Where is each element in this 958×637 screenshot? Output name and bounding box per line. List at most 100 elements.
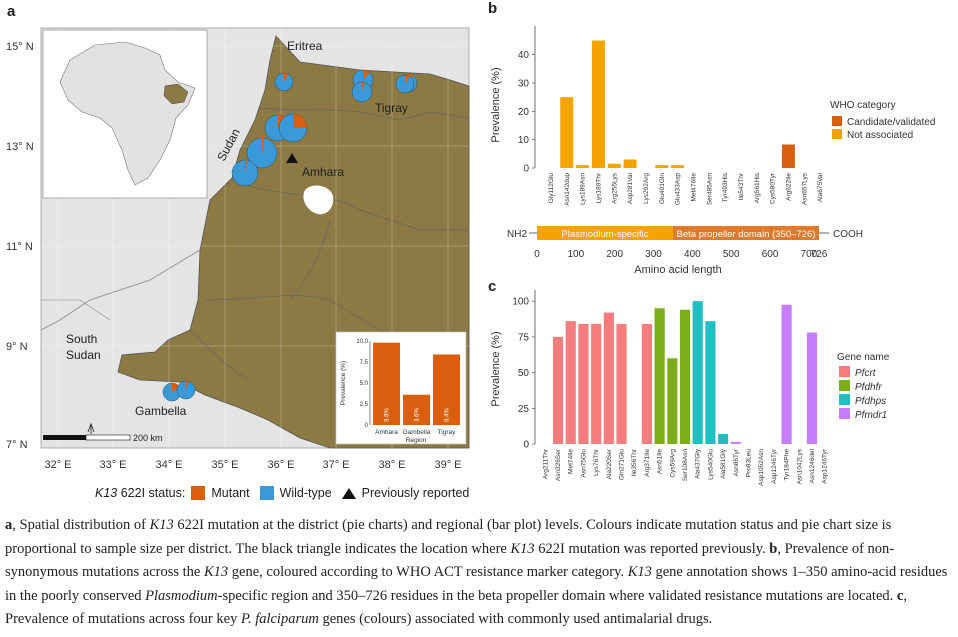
- caption-segment: 622I mutation was reported previously.: [534, 540, 770, 557]
- lon-tick: 33° E: [99, 459, 126, 471]
- lat-tick: 15° N: [6, 41, 34, 53]
- b-legend-label: Candidate/validated: [847, 117, 935, 128]
- place-south-sudan: Sudan: [66, 348, 101, 362]
- lon-tick: 37° E: [322, 459, 349, 471]
- b-xtick-label: Ala675Val: [817, 172, 824, 202]
- mutant-swatch: [191, 486, 206, 500]
- caption-segment: , Spatial distribution of: [12, 517, 150, 533]
- b-bar: [781, 144, 795, 168]
- caption-segment: 622I mutation at the district (pie chart…: [5, 517, 892, 557]
- pie-mutant: [186, 381, 189, 390]
- caption-segment: , Prevalence of non-synonymous mutations…: [5, 540, 895, 581]
- caption-segment: , Prevalence of mutations across four ke…: [5, 587, 907, 628]
- c-xtick-label: Arg371Ile: [644, 449, 651, 477]
- c-ytick-label: 50: [518, 368, 530, 379]
- c-xtick-label: Asn326Ser: [555, 448, 562, 481]
- b-ytick-label: 10: [518, 135, 530, 146]
- scale-bar: [43, 435, 86, 440]
- legend-title: 622I status:: [117, 486, 186, 500]
- place-gambella: Gambella: [135, 404, 187, 418]
- lon-tick: 38° E: [378, 459, 405, 471]
- b-xtick-label: Glu401Gln: [659, 173, 666, 204]
- b-xtick-label: Glu433Asp: [675, 173, 682, 206]
- inset-value-label: 3.6%: [415, 408, 421, 422]
- inset-bar-chart: 0 2.5 5.0 7.5 10.0 Prevalence (%) 9.8% Amhara 3.…: [340, 339, 460, 444]
- b-xtick-label: Lys292Arg: [643, 173, 650, 204]
- b-xtick-label: Ile543Thr: [738, 172, 745, 200]
- inset-bar: [433, 354, 460, 425]
- c-xtick-label: Cys59Arg: [669, 449, 676, 478]
- c-legend-swatch: [839, 394, 850, 405]
- c-bar: [616, 324, 627, 444]
- inset-xtick: Amhara: [375, 429, 398, 436]
- b-xlabel: Amino acid length: [634, 264, 721, 276]
- b-gene-tick: 300: [645, 249, 662, 260]
- b-xtick-label: Asp281Val: [627, 172, 634, 204]
- c-bar: [692, 301, 703, 444]
- c-bar: [667, 358, 678, 444]
- caption-segment: genes (colours) associated with commonly…: [318, 611, 713, 627]
- inset-xlabel: Region: [406, 437, 427, 444]
- place-amhara: Amhara: [302, 165, 344, 179]
- inset-xtick: Tigray: [438, 429, 457, 436]
- lake-tana: [303, 185, 334, 215]
- b-bar: [671, 165, 685, 168]
- inset-ytick: 5.0: [360, 381, 369, 387]
- ethiopia-inset: [163, 83, 189, 105]
- c-xtick-label: Tyr184Phe: [784, 449, 791, 481]
- inset-ytick: 10.0: [356, 339, 368, 345]
- b-bar: [560, 97, 574, 168]
- inset-value-label: 8.4%: [445, 408, 451, 422]
- c-ytick-label: 100: [512, 297, 529, 308]
- b-gene-tick: 0: [534, 249, 540, 260]
- c-bar: [781, 304, 792, 444]
- place-south-sudan: South: [66, 332, 97, 346]
- inset-ylabel: Prevalence (%): [340, 361, 347, 405]
- legend-gene-name: K13: [95, 486, 118, 500]
- inset-ytick: 7.5: [360, 360, 369, 366]
- c-xtick-label: Asp1246Tyr: [822, 448, 829, 484]
- c-xtick-label: Ala437Gly: [695, 448, 702, 479]
- c-legend-title: Gene name: [837, 352, 890, 363]
- b-legend-swatch: [832, 129, 842, 139]
- c-xtick-label: Ala581Gly: [720, 448, 727, 479]
- c-bar: [565, 321, 576, 444]
- caption-segment: -specific region and 350–726 residues in…: [217, 587, 897, 604]
- c-xtick-label: Asn86Tyr: [733, 448, 740, 476]
- b-gene-region2-label: Beta propeller domain (350–726): [677, 229, 816, 240]
- caption-segment: gene, coloured according to WHO ACT resi…: [228, 564, 628, 580]
- b-gene-tick: 600: [762, 249, 779, 260]
- pie-mutant: [172, 383, 180, 392]
- c-legend-swatch: [839, 366, 850, 377]
- ethiopia-map: 15° N 13° N 11° N 9° N 7° N 32° E 33° E …: [6, 27, 470, 471]
- b-ytick-label: 0: [523, 164, 529, 175]
- b-xtick-label: Arg255Lys: [611, 172, 618, 204]
- c-legend-label: Pfdhfr: [855, 382, 882, 393]
- b-xtick-label: Arg622Ile: [785, 173, 792, 201]
- lon-tick: 36° E: [267, 459, 294, 471]
- c-legend-swatch: [839, 408, 850, 419]
- caption-segment: c: [896, 587, 904, 604]
- chart-c: 0 25 50 75 100 Prevalence (%) Arg211Thr Asn326S…: [490, 290, 890, 486]
- c-xtick-label: Met74Ile: [568, 449, 575, 474]
- b-xtick-label: Tyr493His: [722, 172, 729, 202]
- b-gene-region1: [537, 226, 673, 240]
- b-gene-tick: 500: [723, 249, 740, 260]
- c-ytick-label: 75: [518, 332, 530, 343]
- triangle-icon: [341, 487, 356, 499]
- b-gene-nh2: NH2: [507, 229, 527, 240]
- panel-label-a: a: [7, 3, 16, 20]
- inset-bar: [403, 394, 430, 425]
- b-gene-tick: 100: [567, 249, 584, 260]
- caption-segment: Plasmodium: [145, 587, 218, 604]
- inset-bar: [373, 342, 400, 425]
- b-bar: [655, 165, 669, 168]
- inset-ytick: 2.5: [360, 402, 369, 408]
- legend-wildtype: Wild-type: [279, 486, 332, 500]
- pie-mutant: [262, 138, 264, 153]
- place-tigray: Tigray: [375, 101, 408, 115]
- b-legend-swatch: [832, 116, 842, 126]
- c-bar: [718, 434, 729, 444]
- c-bar: [591, 324, 602, 444]
- b-xtick-label: Met476Ile: [690, 173, 697, 202]
